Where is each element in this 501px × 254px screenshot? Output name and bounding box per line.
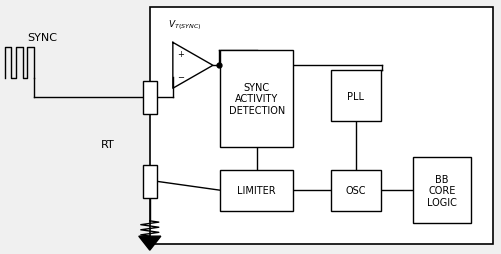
Text: PLL: PLL <box>347 91 364 102</box>
Text: −: − <box>177 73 184 82</box>
Bar <box>150 8 493 244</box>
Bar <box>331 170 381 211</box>
Bar <box>331 71 381 122</box>
Text: SYNC: SYNC <box>28 33 58 43</box>
Polygon shape <box>139 236 161 250</box>
Text: +: + <box>177 50 184 59</box>
Bar <box>220 170 293 211</box>
Text: $V_{T(SYNC)}$: $V_{T(SYNC)}$ <box>168 19 202 32</box>
Text: BB
CORE
LOGIC: BB CORE LOGIC <box>427 174 457 207</box>
Text: OSC: OSC <box>346 185 366 196</box>
Bar <box>143 165 157 198</box>
Text: RT: RT <box>101 140 115 150</box>
Text: LIMITER: LIMITER <box>237 185 276 196</box>
Text: SYNC
ACTIVITY
DETECTION: SYNC ACTIVITY DETECTION <box>228 83 285 116</box>
Bar <box>143 81 157 114</box>
Bar <box>220 51 293 147</box>
Bar <box>413 157 471 224</box>
